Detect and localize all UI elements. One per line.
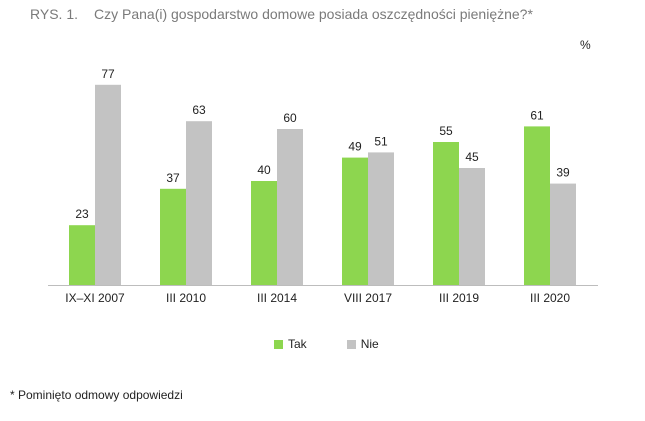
bar-tak-4 xyxy=(433,142,459,285)
data-label-nie-4: 45 xyxy=(465,150,479,164)
chart-title: Czy Pana(i) gospodarstwo domowe posiada … xyxy=(94,6,533,22)
bar-nie-0 xyxy=(95,84,121,285)
legend-label-tak: Tak xyxy=(288,337,307,351)
legend-label-nie: Nie xyxy=(360,337,379,351)
legend-item-nie: Nie xyxy=(346,337,379,351)
legend-swatch-nie xyxy=(346,339,356,349)
category-label-3: VIII 2017 xyxy=(344,291,392,305)
unit-label: % xyxy=(580,38,591,52)
footnote: * Pominięto odmowy odpowiedzi xyxy=(10,388,183,402)
category-label-1: III 2010 xyxy=(166,291,206,305)
bar-nie-4 xyxy=(459,168,485,285)
bar-tak-5 xyxy=(524,126,550,286)
figure-label: RYS. 1. xyxy=(30,6,78,22)
category-label-4: III 2019 xyxy=(439,291,479,305)
bar-tak-2 xyxy=(251,181,277,285)
data-label-nie-2: 60 xyxy=(283,111,297,125)
legend: Tak Nie xyxy=(274,337,379,351)
bar-tak-1 xyxy=(160,188,186,285)
bar-nie-1 xyxy=(186,121,212,285)
bar-nie-2 xyxy=(277,129,303,285)
legend-swatch-tak xyxy=(274,339,283,349)
data-label-tak-1: 37 xyxy=(166,171,180,185)
data-label-tak-0: 23 xyxy=(75,207,89,221)
bar-tak-3 xyxy=(342,157,368,285)
category-label-0: IX–XI 2007 xyxy=(65,291,125,305)
data-label-nie-5: 39 xyxy=(556,166,570,180)
data-label-tak-5: 61 xyxy=(530,108,544,122)
legend-item-tak: Tak xyxy=(274,337,307,351)
data-label-nie-1: 63 xyxy=(192,103,206,117)
data-label-nie-3: 51 xyxy=(374,134,388,148)
category-label-2: III 2014 xyxy=(257,291,297,305)
bar-nie-3 xyxy=(368,152,394,285)
data-label-nie-0: 77 xyxy=(101,67,115,81)
data-label-tak-4: 55 xyxy=(439,124,453,138)
data-label-tak-2: 40 xyxy=(257,163,271,177)
bar-nie-5 xyxy=(550,183,576,285)
bar-tak-0 xyxy=(69,225,95,285)
category-label-5: III 2020 xyxy=(530,291,570,305)
data-label-tak-3: 49 xyxy=(348,140,362,154)
